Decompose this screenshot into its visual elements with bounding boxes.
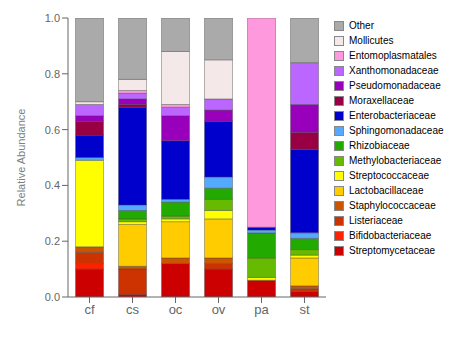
- html-text:Moraxellaceae: Moraxellaceae: [349, 95, 414, 106]
- html-text:Entomoplasmatales: Entomoplasmatales: [349, 50, 437, 61]
- svg-text:ov: ov: [212, 302, 226, 317]
- html-text:Rhizobiaceae: Rhizobiaceae: [349, 140, 410, 151]
- html-text:Pseudomonadaceae: Pseudomonadaceae: [349, 80, 441, 91]
- svg-text:0.2: 0.2: [45, 235, 60, 247]
- svg-text:0.8: 0.8: [45, 68, 60, 80]
- html-text:Xanthomonadaceae: Xanthomonadaceae: [349, 65, 439, 76]
- html-text:Streptococcaceae: Streptococcaceae: [349, 170, 430, 181]
- html-text:Streptomycetaceae: Streptomycetaceae: [349, 245, 436, 256]
- svg-text:1.0: 1.0: [45, 12, 60, 24]
- html-text:Enterobacteriaceae: Enterobacteriaceae: [349, 110, 436, 121]
- svg-text:oc: oc: [169, 302, 183, 317]
- html-text:Methylobacteriaceae: Methylobacteriaceae: [349, 155, 442, 166]
- html-text:Sphingomonadaceae: Sphingomonadaceae: [349, 125, 444, 136]
- svg-text:0.0: 0.0: [45, 291, 60, 303]
- svg-text:pa: pa: [254, 302, 269, 317]
- html-text:Mollicutes: Mollicutes: [349, 35, 394, 46]
- html-text:Listeriaceae: Listeriaceae: [349, 215, 403, 226]
- html-text:Lactobacillaceae: Lactobacillaceae: [349, 185, 424, 196]
- svg-text:0.6: 0.6: [45, 124, 60, 136]
- svg-text:cs: cs: [126, 302, 140, 317]
- svg-text:cf: cf: [84, 302, 95, 317]
- svg-text:st: st: [299, 302, 310, 317]
- svg-text:Relative Abundance: Relative Abundance: [15, 109, 27, 207]
- svg-text:0.4: 0.4: [45, 179, 60, 191]
- html-text:Staphylococcaceae: Staphylococcaceae: [349, 200, 436, 211]
- html-text:Other: Other: [349, 20, 374, 31]
- html-text:Bifidobacteriaceae: Bifidobacteriaceae: [349, 230, 432, 241]
